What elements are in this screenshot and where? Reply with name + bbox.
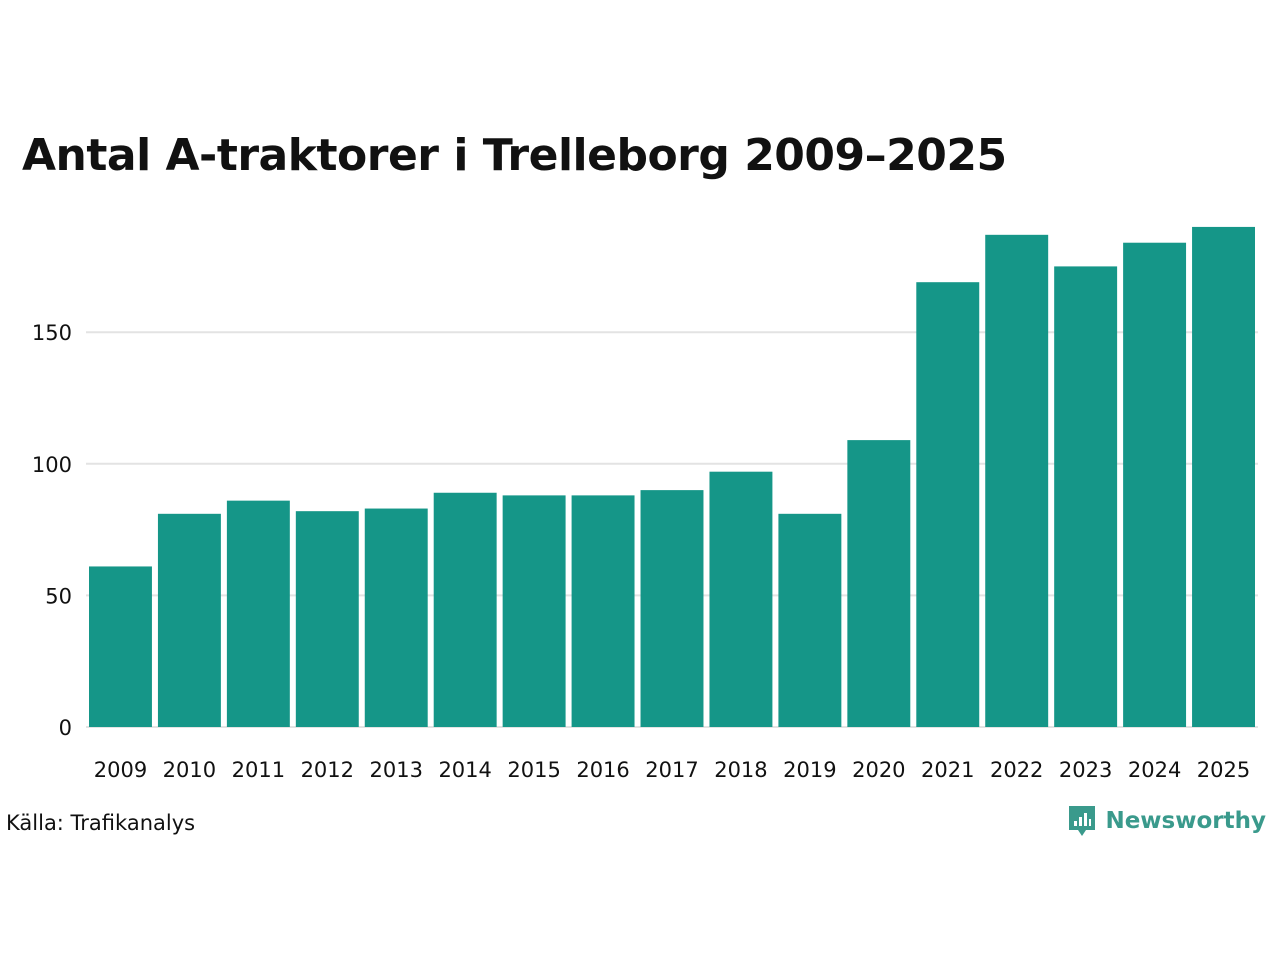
bar-2011 [226,500,290,727]
newsworthy-logo-icon [1069,806,1096,836]
bar-2015 [502,495,566,727]
newsworthy-logo[interactable]: Newsworthy [1067,804,1266,838]
bars [89,226,1255,728]
bar-2022 [985,234,1049,728]
x-tick-label: 2024 [1128,758,1181,782]
bar-2012 [295,511,359,727]
source-note: Källa: Trafikanalys [6,811,196,835]
bar-2017 [640,490,704,727]
x-tick-label: 2011 [232,758,285,782]
x-tick-label: 2015 [507,758,560,782]
x-tick-label: 2009 [94,758,147,782]
y-tick-label: 0 [59,716,72,740]
x-tick-label: 2022 [990,758,1043,782]
x-tick-label: 2020 [852,758,905,782]
y-tick-label: 150 [32,321,72,345]
bar-2010 [157,513,221,727]
x-tick-label: 2019 [783,758,836,782]
logo-text: Newsworthy [1105,808,1266,834]
bar-2014 [433,492,497,727]
bar-2009 [89,566,152,727]
y-tick-label: 50 [45,584,72,608]
bar-2016 [571,495,635,727]
x-axis-tick-labels: 2009 2010 2011 2012 2013 2014 2015 2016 2017 2018… [94,758,1251,782]
x-tick-label: 2012 [301,758,354,782]
bar-2021 [916,282,980,727]
bar-2025 [1192,226,1255,728]
x-tick-label: 2010 [163,758,216,782]
chart-title: Antal A-traktorer i Trelleborg 2009–2025 [22,130,1007,181]
y-axis-tick-labels: 0 50 100 150 [32,321,72,740]
x-tick-label: 2023 [1059,758,1112,782]
x-tick-label: 2017 [645,758,698,782]
x-tick-label: 2018 [714,758,767,782]
bar-2018 [709,471,773,727]
x-tick-label: 2021 [921,758,974,782]
x-tick-label: 2014 [438,758,491,782]
y-tick-label: 100 [32,453,72,477]
bar-2024 [1123,242,1187,727]
bar-2023 [1054,266,1118,727]
bar-2019 [778,513,842,727]
x-tick-label: 2025 [1197,758,1250,782]
bar-2020 [847,440,911,727]
bar-2013 [364,508,428,727]
x-tick-label: 2016 [576,758,629,782]
x-tick-label: 2013 [370,758,423,782]
